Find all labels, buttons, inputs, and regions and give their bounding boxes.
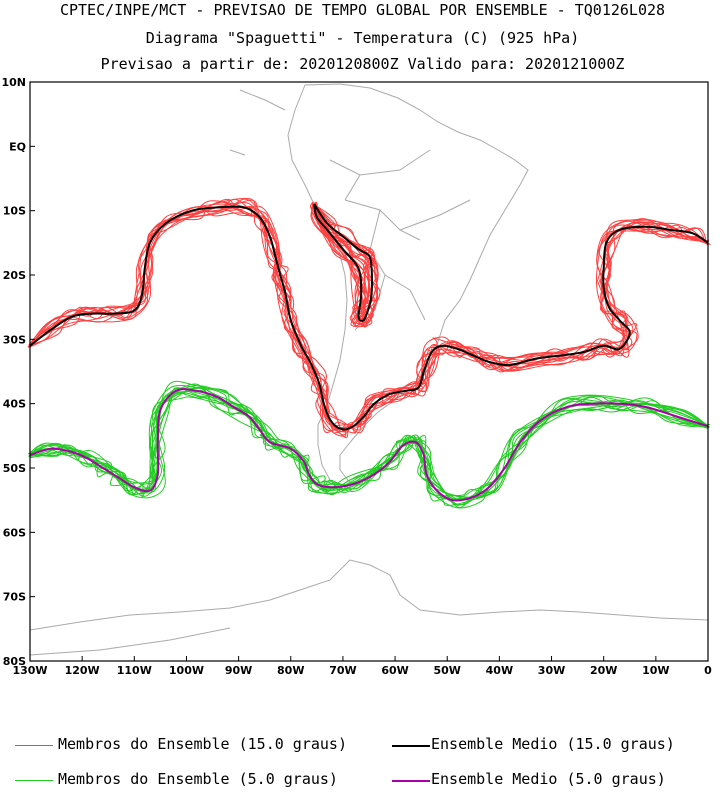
x-tick-label: 40W xyxy=(486,664,513,677)
legend-swatch-mean-15 xyxy=(392,745,430,747)
member-line-5 xyxy=(28,385,708,502)
y-tick-label: EQ xyxy=(9,140,26,153)
x-tick-label: 70W xyxy=(329,664,356,677)
x-tick-label: 30W xyxy=(538,664,565,677)
x-tick-label: 90W xyxy=(225,664,252,677)
chart-title-line2: Diagrama "Spaguetti" - Temperatura (C) (… xyxy=(145,29,580,47)
y-tick-label: 30S xyxy=(3,333,26,346)
coastline-map xyxy=(29,83,709,656)
y-tick-label: 10N xyxy=(1,76,26,89)
y-tick-label: 10S xyxy=(3,205,26,218)
legend-swatch-mean-5 xyxy=(392,780,430,782)
mean-line-15 xyxy=(313,203,373,322)
country-borders xyxy=(329,149,471,331)
legend-label-members-15: Membros do Ensemble (15.0 graus) xyxy=(58,735,347,753)
member-line-15 xyxy=(27,205,710,431)
x-tick-label: 10W xyxy=(642,664,669,677)
y-tick-label: 80S xyxy=(3,655,26,668)
chart-title-line1: CPTEC/INPE/MCT - PREVISAO DE TEMPO GLOBA… xyxy=(59,1,666,19)
member-line-15 xyxy=(310,201,379,318)
y-tick-label: 60S xyxy=(3,526,26,539)
plot-frame xyxy=(29,81,709,662)
x-tick-label: 20W xyxy=(590,664,617,677)
member-line-15 xyxy=(29,205,708,434)
legend-swatch-members-15 xyxy=(15,745,53,746)
antarctica-coastline-2 xyxy=(29,627,231,656)
member-line-5 xyxy=(31,387,709,509)
x-tick-label: 110W xyxy=(117,664,152,677)
antarctica-coastline xyxy=(29,559,709,631)
mean-line-15 xyxy=(29,205,709,431)
ensemble-members-15 xyxy=(27,197,711,439)
legend-label-members-5: Membros do Ensemble (5.0 graus) xyxy=(58,770,338,788)
x-tick-label: 80W xyxy=(277,664,304,677)
x-tick-label: 120W xyxy=(65,664,100,677)
x-tick-label: 50W xyxy=(434,664,461,677)
member-line-15 xyxy=(32,198,711,434)
mean-line-5 xyxy=(29,388,709,502)
legend-label-mean-15: Ensemble Medio (15.0 graus) xyxy=(431,735,675,753)
y-tick-label: 40S xyxy=(3,398,26,411)
y-tick-label: 20S xyxy=(3,269,26,282)
x-tick-label: 100W xyxy=(169,664,204,677)
central-america-coastline xyxy=(229,89,286,156)
y-tick-label: 50S xyxy=(3,462,26,475)
chart-title-line3: Previsao a partir de: 2020120800Z Valido… xyxy=(100,55,625,73)
x-tick-label: 60W xyxy=(381,664,408,677)
legend-swatch-members-5 xyxy=(15,780,53,781)
member-line-15 xyxy=(311,201,378,327)
y-tick-label: 70S xyxy=(3,591,26,604)
x-tick-label: 130W xyxy=(12,664,47,677)
x-tick-label: 0 xyxy=(704,664,712,677)
legend-label-mean-5: Ensemble Medio (5.0 graus) xyxy=(431,770,666,788)
member-line-5 xyxy=(31,387,710,499)
ensemble-members-5 xyxy=(28,380,711,509)
